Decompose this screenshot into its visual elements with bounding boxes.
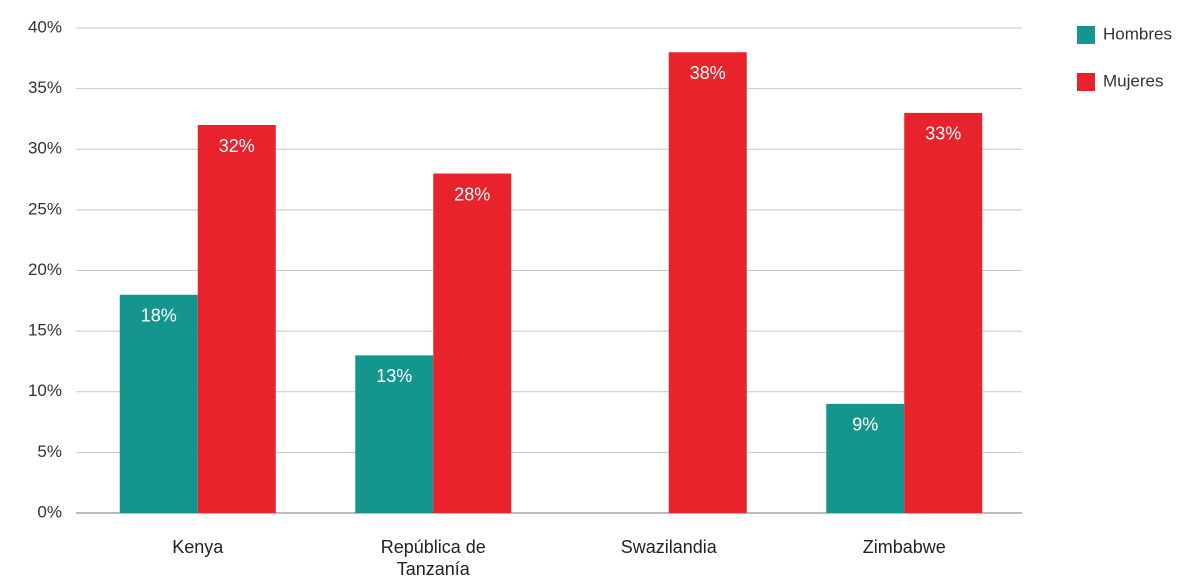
y-tick-label: 15% [28,321,62,340]
legend-swatch [1077,73,1095,91]
y-tick-label: 0% [37,502,62,521]
data-label: 32% [219,136,255,156]
bar [197,125,276,513]
y-tick-label: 20% [28,260,62,279]
data-label: 9% [852,415,878,435]
y-tick-label: 35% [28,78,62,97]
data-label: 28% [454,184,490,204]
x-tick-label: Swazilandia [620,537,717,557]
legend-label: Hombres [1103,24,1172,43]
y-tick-label: 40% [28,17,62,36]
bar [904,112,983,513]
bar [119,294,198,513]
x-tick-label: República de Tanzanía [380,537,486,579]
y-tick-label: 30% [28,139,62,158]
y-tick-label: 25% [28,199,62,218]
y-tick-label: 10% [28,381,62,400]
data-label: 33% [925,124,961,144]
data-label: 18% [141,306,177,326]
legend-label: Mujeres [1103,71,1163,90]
data-label: 38% [690,63,726,83]
data-label: 13% [376,366,412,386]
y-tick-label: 5% [37,442,62,461]
bar [826,403,905,513]
bar [668,52,747,513]
bar [433,173,512,513]
x-tick-label: Zimbabwe [862,537,946,557]
legend-swatch [1077,26,1095,44]
bar [355,355,434,513]
x-tick-label: Kenya [172,537,224,557]
